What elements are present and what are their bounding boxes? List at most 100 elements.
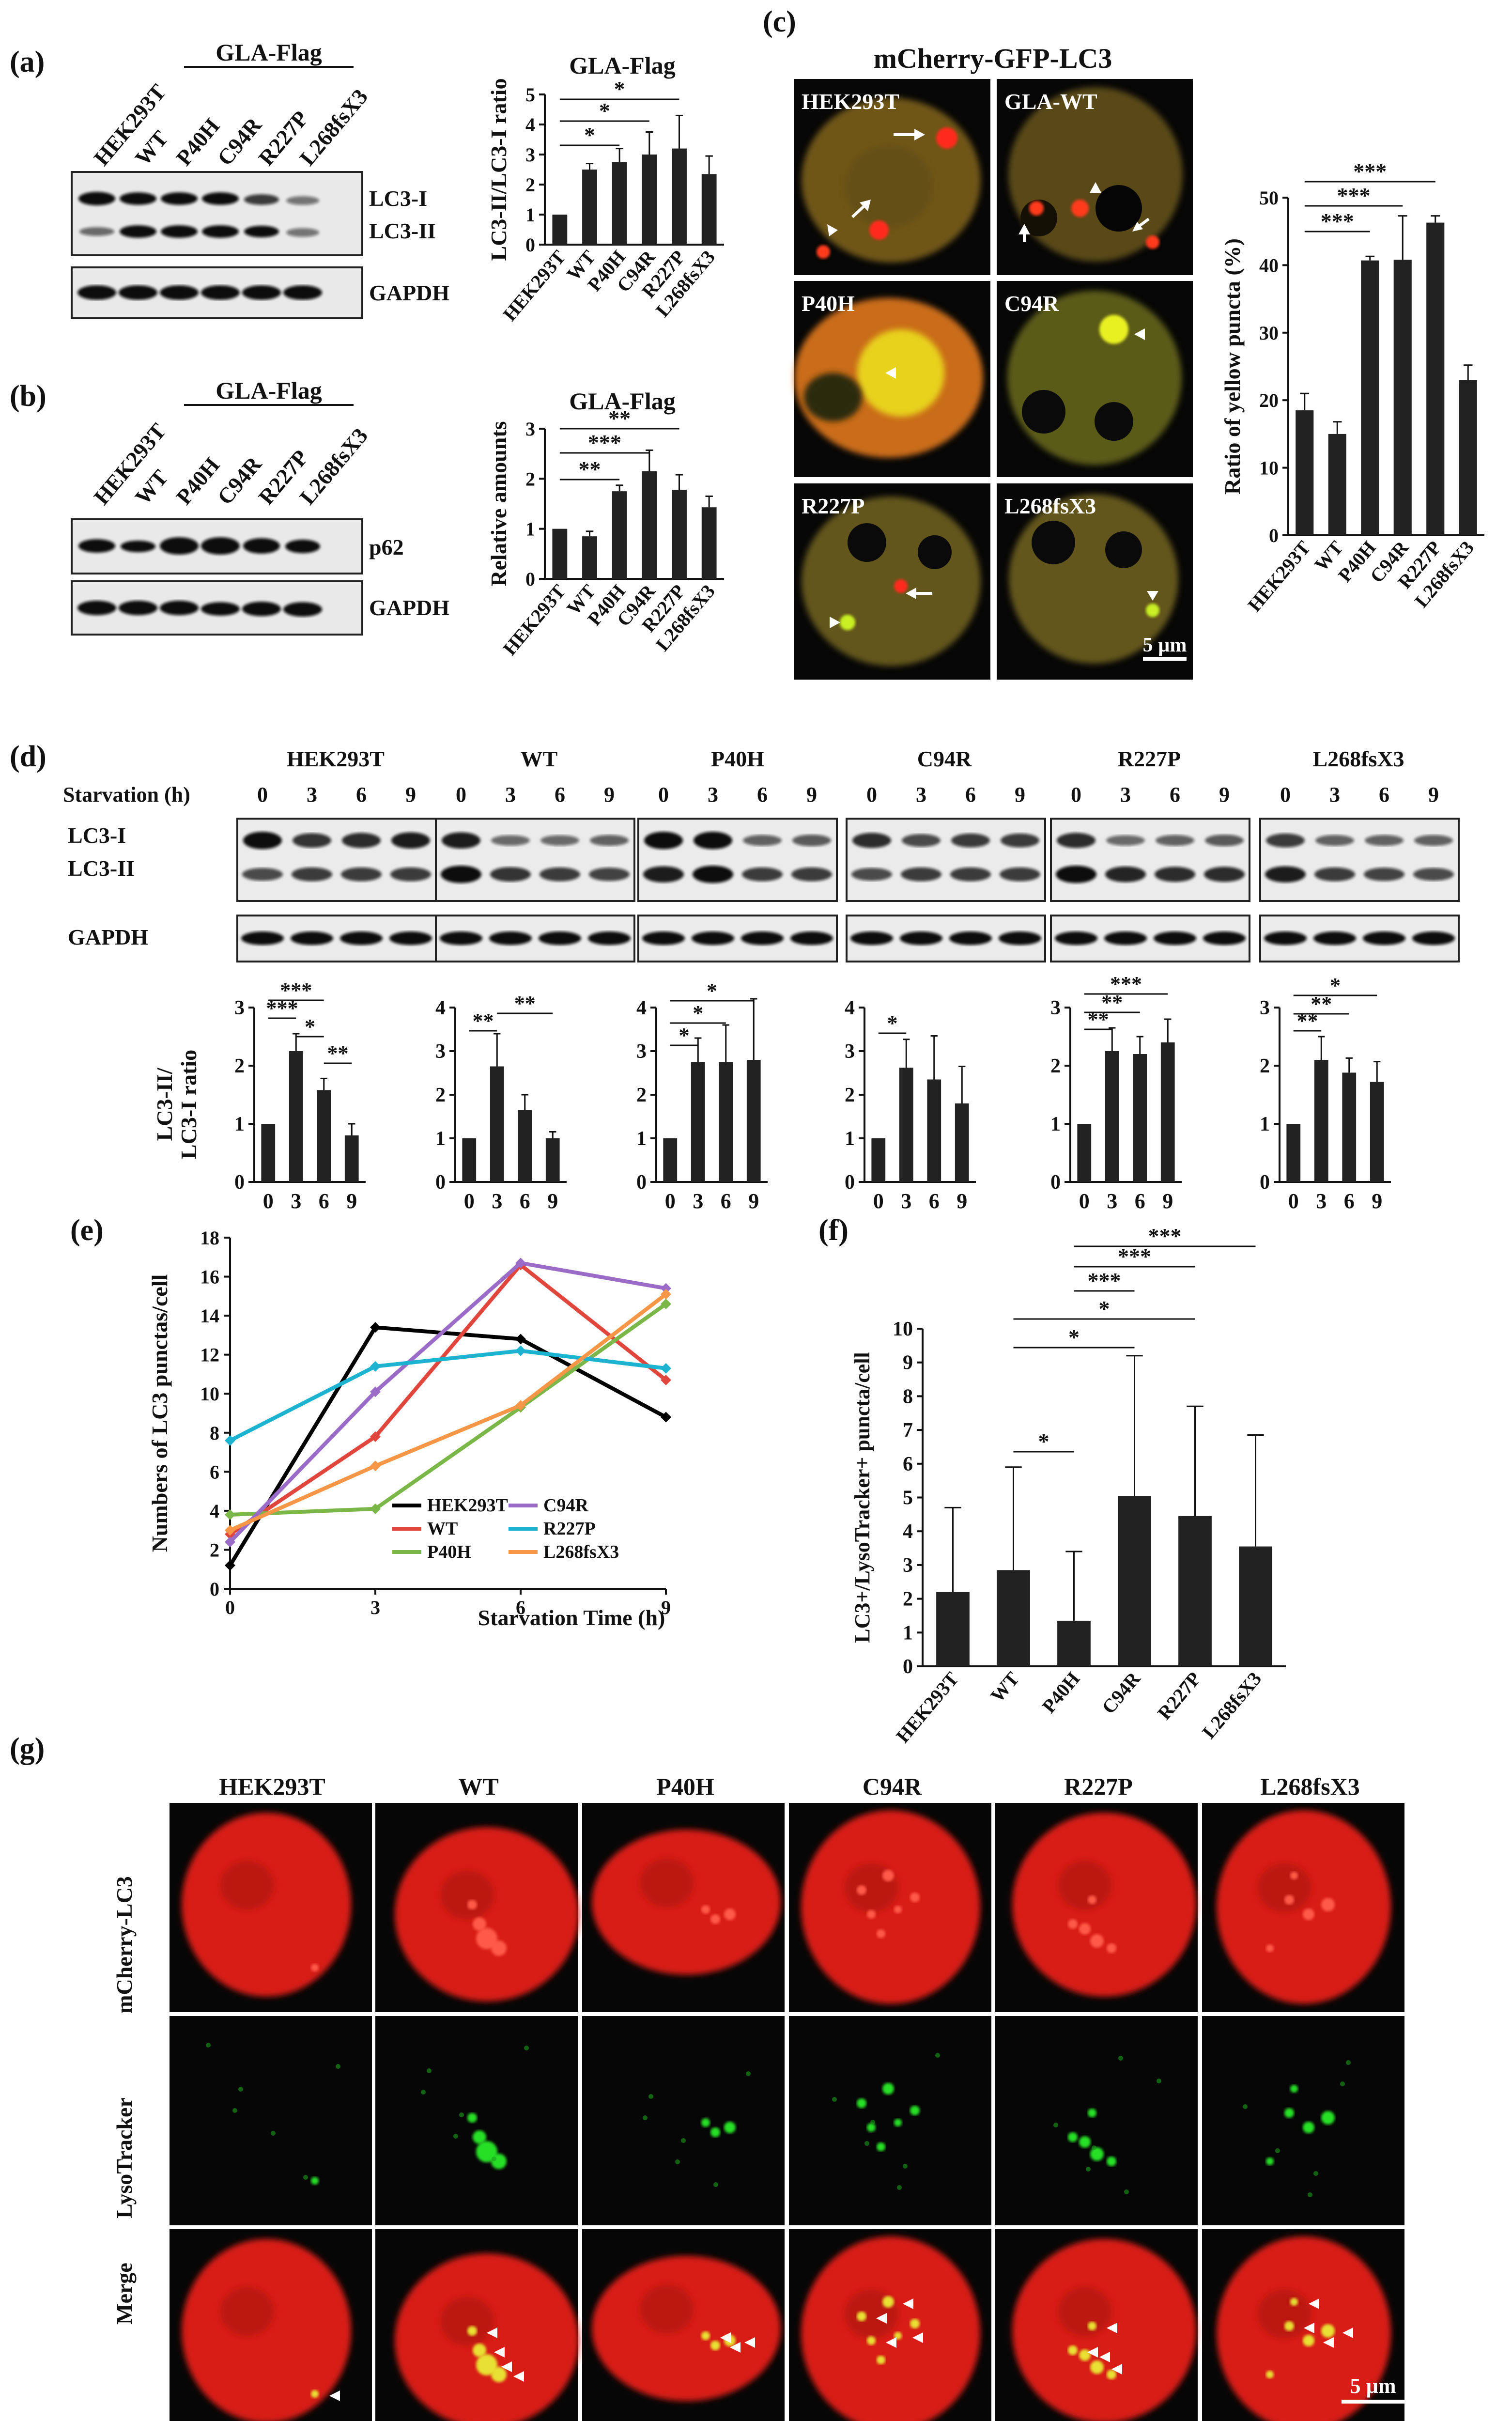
band bbox=[292, 867, 332, 882]
lane-label: C94R bbox=[213, 112, 267, 171]
punctum bbox=[1243, 2104, 1248, 2109]
punctum bbox=[206, 2043, 211, 2048]
arrowhead-icon bbox=[1111, 2364, 1122, 2374]
data-point bbox=[225, 1435, 235, 1446]
significance-marker: * bbox=[1068, 1325, 1080, 1350]
lane-label: P40H bbox=[171, 452, 225, 509]
punctum bbox=[1266, 2157, 1274, 2165]
timepoint-label: 6 bbox=[1379, 783, 1389, 807]
punctum bbox=[311, 2177, 319, 2185]
punctum bbox=[1303, 1909, 1314, 1920]
y-tick-label: 7 bbox=[903, 1419, 913, 1442]
nucleus bbox=[1258, 2290, 1311, 2338]
group-label: R227P bbox=[1118, 746, 1181, 771]
micrograph bbox=[375, 1803, 579, 2012]
bar bbox=[701, 507, 717, 579]
band bbox=[440, 931, 482, 945]
x-tick-label: HEK293T bbox=[892, 1668, 963, 1747]
bar-chart-c-chart: 01020304050HEK293TWTP40HC94RR227PL268fsX… bbox=[1220, 159, 1484, 616]
band bbox=[851, 868, 892, 881]
punctum bbox=[867, 2123, 876, 2132]
bar bbox=[1133, 1054, 1147, 1182]
band bbox=[1412, 931, 1455, 945]
x-tick-label: 0 bbox=[464, 1189, 475, 1213]
band bbox=[1106, 835, 1145, 846]
micrograph: C94R bbox=[997, 281, 1193, 477]
x-tick-label: 9 bbox=[748, 1189, 759, 1213]
micrograph-bg bbox=[170, 2016, 372, 2225]
y-tick-label: 1 bbox=[234, 1113, 245, 1135]
column-label: HEK293T bbox=[219, 1773, 325, 1800]
punctum bbox=[1088, 1895, 1096, 1904]
bar bbox=[1361, 260, 1379, 535]
significance-marker: * bbox=[1038, 1429, 1049, 1454]
band bbox=[539, 931, 581, 945]
x-tick-label: 3 bbox=[1316, 1189, 1327, 1213]
legend-label: WT bbox=[427, 1519, 458, 1539]
micrograph-bg bbox=[789, 2016, 991, 2225]
y-tick-label: 3 bbox=[234, 997, 245, 1019]
punctum bbox=[238, 2087, 243, 2092]
punctum bbox=[467, 2113, 477, 2123]
panel-c-title: mCherry-GFP-LC3 bbox=[874, 43, 1112, 74]
y-tick-label: 2 bbox=[525, 174, 535, 196]
punctum bbox=[935, 2053, 940, 2058]
band bbox=[694, 832, 732, 849]
band-label: LC3-I bbox=[369, 186, 427, 211]
micrograph-label: R227P bbox=[802, 494, 864, 518]
timepoint-label: 3 bbox=[307, 783, 317, 807]
band bbox=[340, 931, 383, 945]
band bbox=[291, 931, 333, 945]
data-point bbox=[225, 1509, 235, 1520]
arrowhead-icon bbox=[1099, 2352, 1110, 2362]
x-tick-label: 9 bbox=[547, 1189, 558, 1213]
punctum bbox=[1118, 2056, 1123, 2061]
blot-a-gapdh bbox=[71, 266, 363, 319]
band bbox=[1057, 833, 1095, 848]
timepoint-label: 6 bbox=[1170, 783, 1180, 807]
nucleus bbox=[640, 2285, 694, 2333]
y-tick-label: 1 bbox=[1260, 1113, 1270, 1135]
band bbox=[442, 832, 480, 849]
punctum bbox=[882, 2083, 894, 2095]
band bbox=[692, 931, 734, 945]
bar bbox=[642, 471, 657, 579]
bar bbox=[317, 1090, 331, 1182]
y-tick-label: 10 bbox=[893, 1318, 913, 1340]
y-tick-label: 0 bbox=[525, 568, 535, 590]
bar bbox=[1426, 222, 1445, 535]
band bbox=[741, 931, 784, 945]
punctum bbox=[1266, 1944, 1274, 1952]
data-point bbox=[515, 1345, 526, 1356]
row-label: mCherry-LC3 bbox=[112, 1876, 137, 2014]
micrograph bbox=[1202, 1803, 1404, 2012]
y-tick-label: 4 bbox=[903, 1521, 913, 1543]
cell-body bbox=[592, 2256, 781, 2401]
micrograph-grid-c: HEK293T GLA-WT P40H C94R bbox=[794, 79, 1193, 680]
panel-g: HEK293T WT P40H C94R R227P L268fsX3 mChe… bbox=[112, 1773, 1404, 2421]
legend-label: C94R bbox=[543, 1495, 588, 1516]
y-tick-label: 12 bbox=[200, 1344, 219, 1366]
arrowhead-icon bbox=[501, 2361, 512, 2372]
bar bbox=[1105, 1051, 1119, 1182]
series-line bbox=[229, 1261, 666, 1544]
y-tick-label: 0 bbox=[525, 234, 535, 256]
bar bbox=[927, 1079, 941, 1182]
band bbox=[1264, 931, 1307, 945]
punctum bbox=[1053, 2123, 1058, 2127]
x-tick-label: P40H bbox=[1038, 1668, 1084, 1717]
punctum bbox=[897, 2185, 902, 2190]
row-label: Merge bbox=[112, 2263, 137, 2325]
x-tick-label: 0 bbox=[1079, 1189, 1090, 1213]
band bbox=[902, 834, 941, 847]
panel-f-label: (f) bbox=[818, 1214, 849, 1247]
cell-body bbox=[1012, 1813, 1196, 1997]
data-point bbox=[370, 1386, 381, 1397]
data-point bbox=[661, 1283, 671, 1294]
cell-body bbox=[1012, 2239, 1196, 2421]
bar bbox=[1178, 1516, 1212, 1666]
arrowhead-icon bbox=[730, 2342, 741, 2353]
y-tick-label: 2 bbox=[1050, 1055, 1061, 1077]
y-tick-label: 3 bbox=[903, 1554, 913, 1577]
